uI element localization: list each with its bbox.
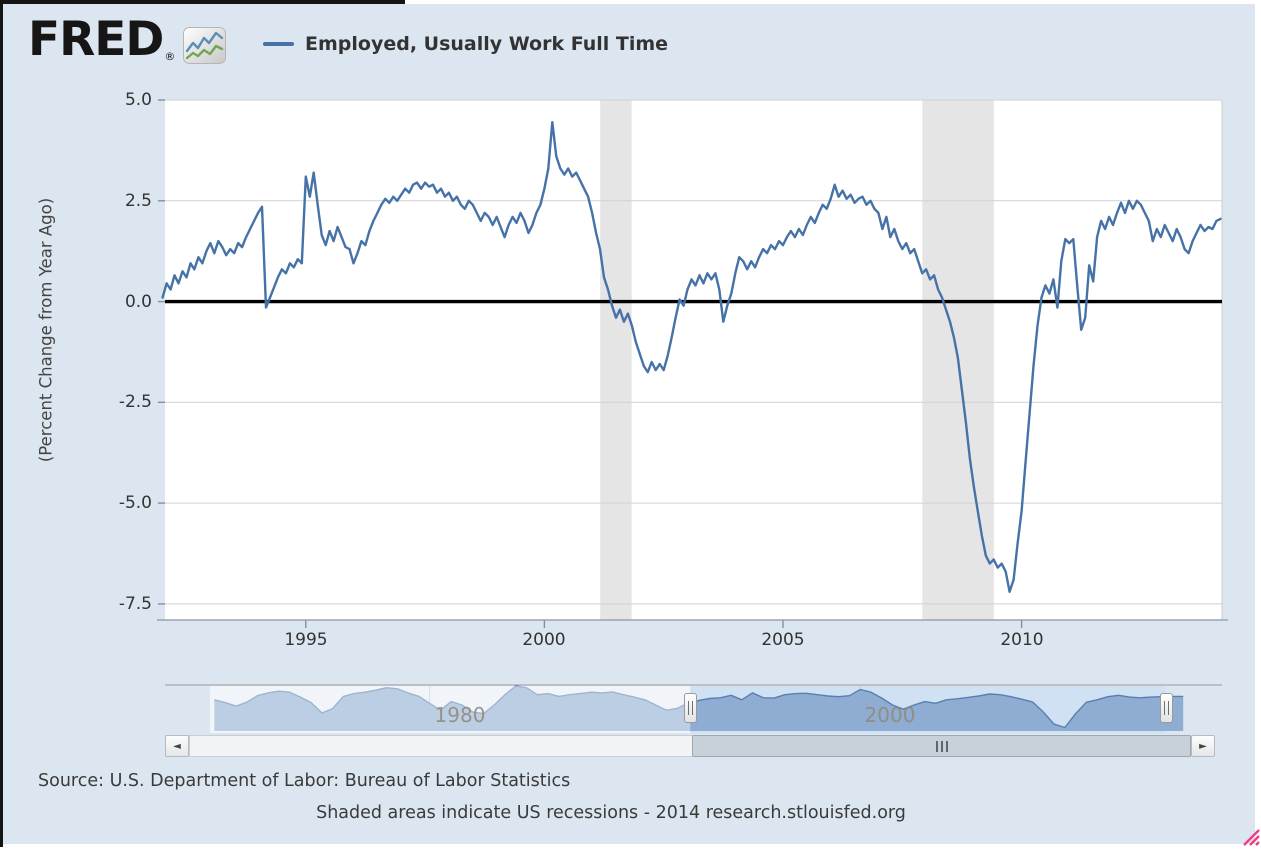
navigator-year-label: 1980 <box>434 703 486 727</box>
fred-logo-chart-icon <box>183 27 227 68</box>
x-tick-label: 2010 <box>1000 630 1044 650</box>
scrollbar-thumb[interactable] <box>692 735 1191 757</box>
y-tick-label: 5.0 <box>124 90 152 110</box>
fred-logo[interactable]: FRED ® <box>28 12 227 68</box>
fred-logo-text: FRED <box>28 12 164 67</box>
x-tick-label: 2005 <box>761 630 805 650</box>
y-tick-label: 2.5 <box>124 191 152 211</box>
resize-handle-icon[interactable] <box>1240 829 1260 850</box>
x-tick-label: 2000 <box>522 630 566 650</box>
navigator-left-handle-icon[interactable] <box>684 693 697 723</box>
recession-note: Shaded areas indicate US recessions - 20… <box>316 803 906 823</box>
left-arrow-icon: ◄ <box>173 740 181 752</box>
scrollbar-right-button[interactable]: ► <box>1191 735 1215 757</box>
window-edge-top <box>0 0 405 4</box>
scrollbar-grip-icon <box>935 740 938 752</box>
y-axis-title: (Percent Change from Year Ago) <box>36 197 56 463</box>
navigator-right-handle-icon[interactable] <box>1160 693 1173 723</box>
navigator-year-label: 2000 <box>864 703 916 727</box>
x-tick-label: 1995 <box>284 630 328 650</box>
legend-series-label: Employed, Usually Work Full Time <box>305 33 669 55</box>
legend-line-swatch <box>263 42 294 46</box>
y-tick-label: -2.5 <box>118 392 152 412</box>
y-tick-label: 0.0 <box>124 292 152 312</box>
right-arrow-icon: ► <box>1199 740 1207 752</box>
y-tick-label: -5.0 <box>118 493 152 513</box>
source-attribution: Source: U.S. Department of Labor: Bureau… <box>38 771 571 791</box>
window-edge-left <box>0 0 3 847</box>
fred-logo-registered-mark: ® <box>164 50 176 63</box>
scrollbar-left-button[interactable]: ◄ <box>165 735 189 757</box>
series-legend[interactable]: Employed, Usually Work Full Time <box>263 33 668 55</box>
y-tick-label: -7.5 <box>118 594 152 614</box>
